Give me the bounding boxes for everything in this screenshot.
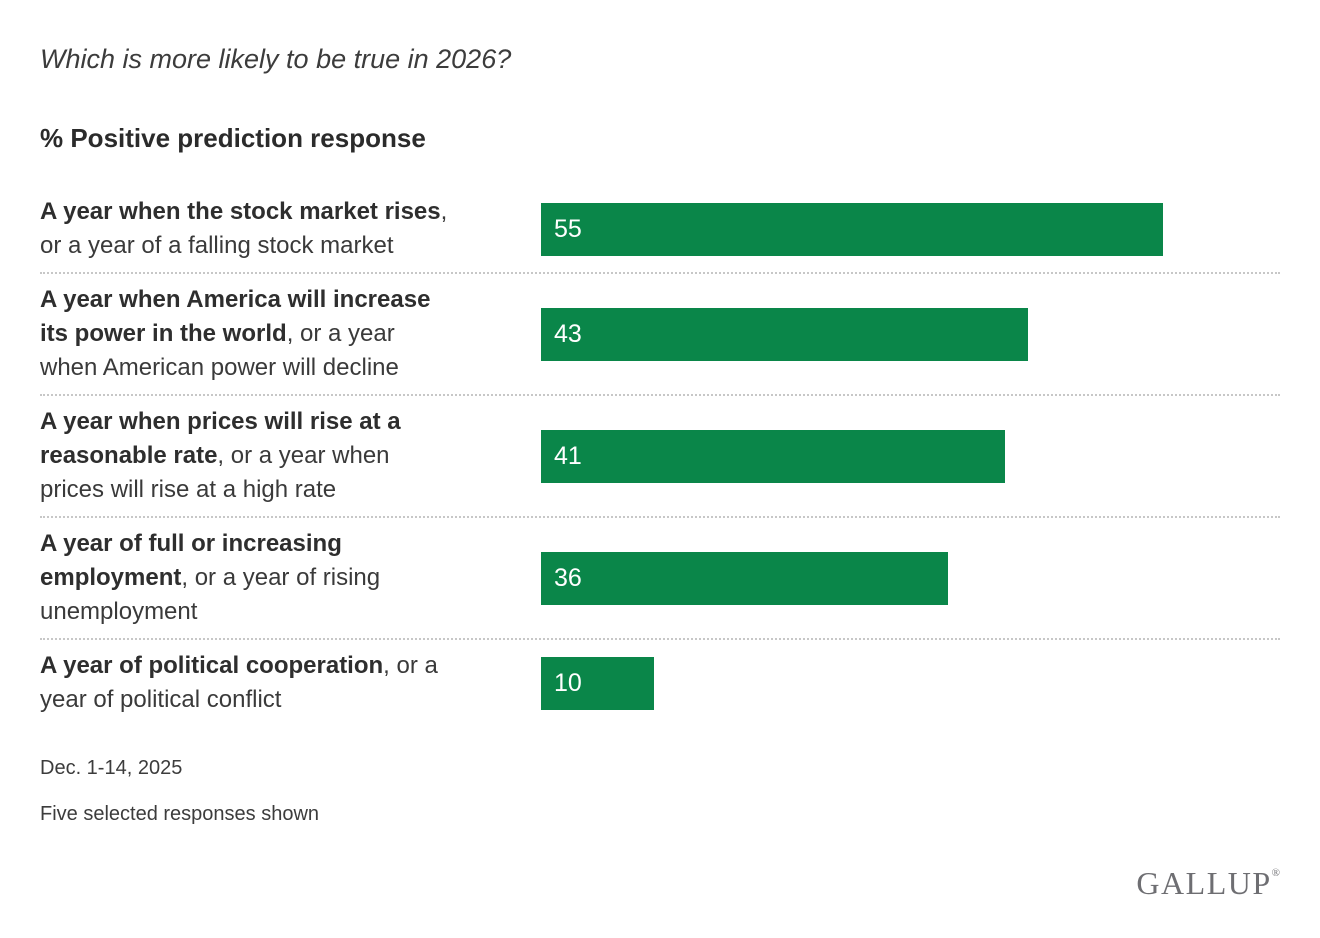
category-label-bold: A year when the stock market rises xyxy=(40,198,441,225)
chart-row: A year when the stock market rises, or a… xyxy=(40,186,1280,274)
category-label-bold: A year when prices will rise at a reason… xyxy=(40,408,401,469)
value-bar: 41 xyxy=(541,429,1005,483)
value-label: 55 xyxy=(554,214,582,243)
category-label-rest: , or a year of political conflict xyxy=(40,652,438,713)
footnote-date-range: Dec. 1-14, 2025 xyxy=(40,757,183,779)
chart-subtitle: % Positive prediction response xyxy=(40,123,426,153)
category-label-bold: A year when America will increase its po… xyxy=(40,286,431,347)
category-label: A year when prices will rise at a reason… xyxy=(40,405,456,507)
category-label: A year when America will increase its po… xyxy=(40,283,456,385)
chart-question-title: Which is more likely to be true in 2026? xyxy=(40,44,512,74)
value-bar: 36 xyxy=(541,551,949,605)
value-bar: 55 xyxy=(541,202,1164,256)
category-label: A year when the stock market rises, or a… xyxy=(40,195,456,263)
value-label: 41 xyxy=(554,441,582,470)
chart-row: A year of full or increasing employment,… xyxy=(40,518,1280,640)
category-label-bold: A year of full or increasing employment xyxy=(40,530,342,591)
chart-row: A year of political cooperation, or a ye… xyxy=(40,640,1280,726)
category-label-bold: A year of political cooperation xyxy=(40,652,384,679)
value-label: 10 xyxy=(554,668,582,697)
value-bar: 43 xyxy=(541,307,1028,361)
bar-track: 43 xyxy=(541,307,1280,361)
gallup-logo-text: GALLUP xyxy=(1136,865,1272,901)
chart-row: A year when America will increase its po… xyxy=(40,274,1280,396)
footnote-selection-note: Five selected responses shown xyxy=(40,803,320,825)
category-label-rest: , or a year of a falling stock market xyxy=(40,198,448,259)
gallup-logo: GALLUP® xyxy=(1136,865,1280,902)
category-label-rest: , or a year when American power will dec… xyxy=(40,320,399,381)
value-label: 43 xyxy=(554,319,582,348)
chart-row: A year when prices will rise at a reason… xyxy=(40,396,1280,518)
bar-track: 36 xyxy=(541,551,1280,605)
registered-trademark-symbol: ® xyxy=(1271,867,1280,879)
category-label-rest: , or a year of rising unemployment xyxy=(40,564,381,625)
category-label: A year of political cooperation, or a ye… xyxy=(40,649,456,717)
value-label: 36 xyxy=(554,563,582,592)
bar-track: 55 xyxy=(541,202,1280,256)
value-bar: 10 xyxy=(541,656,655,710)
category-label: A year of full or increasing employment,… xyxy=(40,527,456,629)
category-label-rest: , or a year when prices will rise at a h… xyxy=(40,442,390,503)
bar-track: 10 xyxy=(541,656,1280,710)
bar-chart: A year when the stock market rises, or a… xyxy=(40,186,1280,726)
bar-track: 41 xyxy=(541,429,1280,483)
